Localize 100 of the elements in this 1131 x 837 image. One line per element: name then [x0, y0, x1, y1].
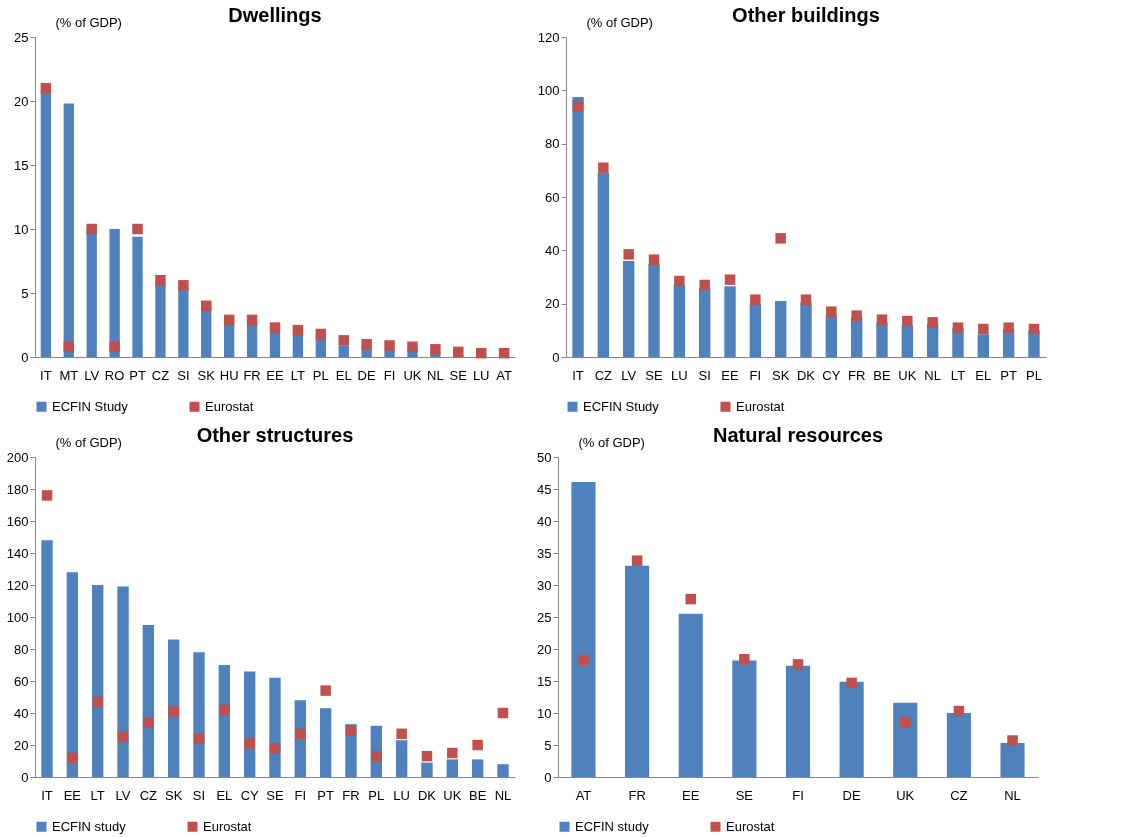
- point: [246, 314, 258, 326]
- bar: [243, 671, 256, 777]
- x-tick-label: DE: [357, 367, 376, 383]
- x-tick-label: DK: [417, 787, 437, 803]
- bar: [977, 334, 990, 357]
- point: [724, 274, 736, 285]
- x-tick-label: MT: [59, 367, 79, 383]
- bar: [395, 740, 408, 777]
- x-tick-label: SK: [165, 787, 183, 803]
- point: [792, 659, 804, 670]
- y-tick-label: 20: [14, 737, 29, 753]
- bar: [338, 345, 349, 357]
- point: [269, 742, 281, 754]
- x-tick-label: IT: [41, 787, 53, 803]
- x-tick-label: DK: [796, 367, 816, 383]
- y-axis-title: (% of GDP): [578, 434, 645, 450]
- point: [1007, 735, 1018, 746]
- bar: [132, 236, 143, 357]
- y-tick-label: 0: [544, 769, 552, 785]
- x-tick-label: SE: [449, 367, 468, 383]
- x-tick-label: FR: [628, 787, 646, 803]
- y-tick-label: 40: [545, 242, 560, 258]
- chart-title: Natural resources: [712, 424, 884, 446]
- point: [1028, 323, 1040, 335]
- y-tick-label: 25: [14, 29, 29, 45]
- x-tick-label: NL: [1004, 787, 1021, 803]
- point: [86, 223, 97, 235]
- bar: [625, 565, 650, 777]
- bar: [40, 90, 52, 357]
- point: [739, 654, 750, 665]
- x-tick-label: UK: [898, 367, 917, 383]
- bar: [648, 263, 660, 357]
- x-tick-label: FR: [342, 787, 360, 803]
- chart-title: Other structures: [196, 424, 354, 446]
- bar: [571, 481, 596, 777]
- point: [320, 685, 331, 696]
- y-tick-label: 120: [6, 577, 29, 593]
- point: [292, 324, 304, 336]
- y-tick-label: 100: [6, 609, 29, 625]
- x-tick-label: FI: [383, 367, 396, 383]
- point: [685, 593, 696, 605]
- bar: [224, 323, 235, 357]
- point: [472, 739, 483, 751]
- bar: [91, 585, 104, 777]
- y-axis-title: (% of GDP): [55, 434, 122, 450]
- y-axis-title: (% of GDP): [55, 14, 122, 30]
- x-tick-label: DE: [842, 787, 861, 803]
- legend-label: ECFIN study: [575, 818, 650, 834]
- y-tick-label: 10: [537, 705, 552, 721]
- bar: [1000, 743, 1025, 777]
- bar: [673, 285, 686, 357]
- x-tick-label: SK: [772, 367, 790, 383]
- point: [876, 314, 888, 325]
- y-tick-label: 45: [537, 481, 552, 497]
- point: [598, 162, 609, 173]
- bar: [946, 713, 971, 777]
- legend-label: Eurostat: [205, 398, 254, 414]
- x-tick-label: CY: [240, 787, 260, 803]
- point: [143, 717, 154, 728]
- point: [648, 254, 660, 265]
- point: [155, 274, 166, 286]
- x-tick-label: PL: [1026, 367, 1042, 383]
- bar: [839, 681, 864, 777]
- bar: [749, 303, 762, 357]
- x-tick-label: LU: [671, 367, 688, 383]
- x-tick-label: LV: [84, 367, 100, 383]
- x-tick-label: AT: [496, 367, 512, 383]
- point: [900, 716, 911, 728]
- bar: [785, 665, 811, 777]
- x-tick-label: FI: [749, 367, 762, 383]
- y-tick-label: 60: [14, 673, 29, 689]
- point: [269, 322, 281, 333]
- point: [572, 101, 584, 112]
- bar: [117, 586, 129, 777]
- x-tick-label: EE: [682, 787, 700, 803]
- x-tick-label: EL: [335, 367, 352, 383]
- x-tick-label: LT: [290, 367, 306, 383]
- point: [396, 728, 407, 740]
- x-tick-label: IT: [40, 367, 52, 383]
- x-tick-label: CZ: [139, 787, 158, 803]
- point: [578, 654, 589, 666]
- bar: [800, 302, 812, 357]
- point: [953, 705, 965, 717]
- bar: [774, 301, 787, 357]
- x-tick-label: EE: [63, 787, 82, 803]
- point: [178, 280, 189, 291]
- x-tick-label: HU: [219, 367, 239, 383]
- bar: [167, 639, 180, 777]
- point: [475, 347, 487, 359]
- point: [674, 275, 685, 287]
- x-tick-label: NL: [494, 787, 512, 803]
- bar: [269, 331, 281, 357]
- point: [498, 347, 510, 359]
- y-tick-label: 20: [545, 296, 560, 312]
- bar: [901, 325, 914, 357]
- point: [295, 728, 306, 740]
- bar: [446, 759, 459, 777]
- point: [40, 82, 52, 94]
- legend-label: ECFIN Study: [583, 398, 660, 414]
- y-tick-label: 10: [14, 221, 29, 237]
